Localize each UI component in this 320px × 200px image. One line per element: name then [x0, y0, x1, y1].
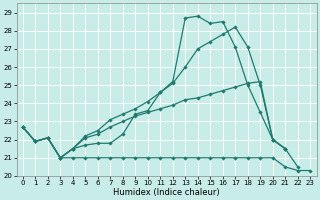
X-axis label: Humidex (Indice chaleur): Humidex (Indice chaleur)	[113, 188, 220, 197]
